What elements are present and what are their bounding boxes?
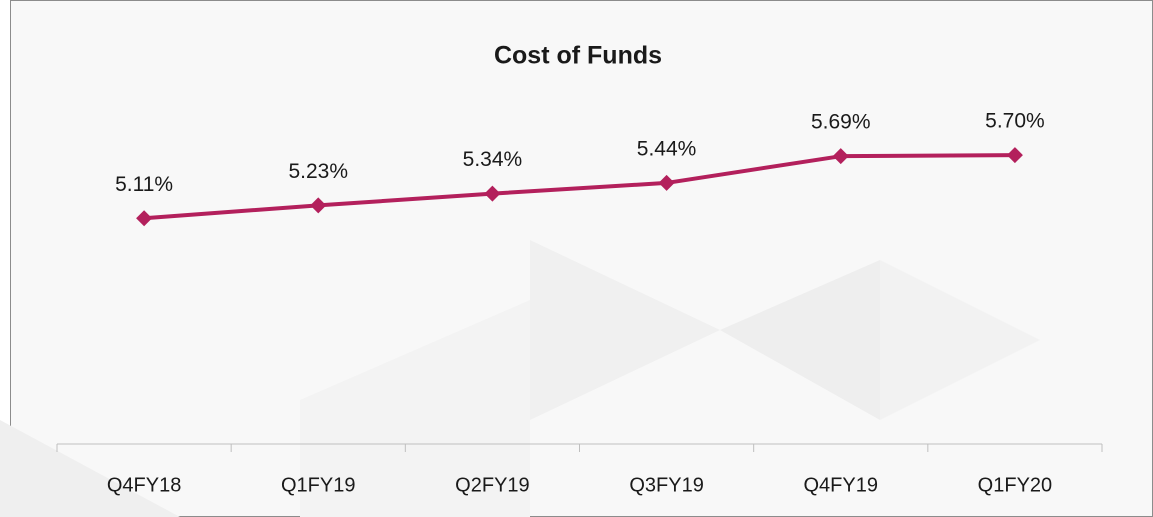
chart-frame <box>10 0 1153 517</box>
x-tick-label: Q4FY19 <box>804 474 878 496</box>
data-label: 5.70% <box>985 110 1045 133</box>
data-label: 5.69% <box>811 111 871 134</box>
data-point <box>484 185 501 202</box>
data-point <box>136 210 153 227</box>
x-tick-label: Q1FY20 <box>978 474 1052 496</box>
x-tick-label: Q4FY18 <box>107 474 181 496</box>
chart-title: Cost of Funds <box>494 42 662 70</box>
background-shape <box>720 260 880 420</box>
data-label: 5.44% <box>637 137 697 160</box>
x-tick-label: Q2FY19 <box>455 474 529 496</box>
x-tick-label: Q3FY19 <box>629 474 703 496</box>
data-label: 5.23% <box>288 160 348 183</box>
data-point <box>658 174 675 191</box>
data-label: 5.11% <box>115 173 173 196</box>
data-point <box>1006 147 1023 164</box>
background-shape <box>300 300 530 517</box>
background-shape <box>530 240 720 420</box>
series-line <box>143 153 1015 221</box>
x-tick-label: Q1FY19 <box>281 474 355 496</box>
data-point <box>310 197 327 214</box>
data-point <box>832 148 849 165</box>
data-label: 5.34% <box>463 148 523 171</box>
background-shape <box>880 260 1040 420</box>
background-shape <box>0 420 180 517</box>
